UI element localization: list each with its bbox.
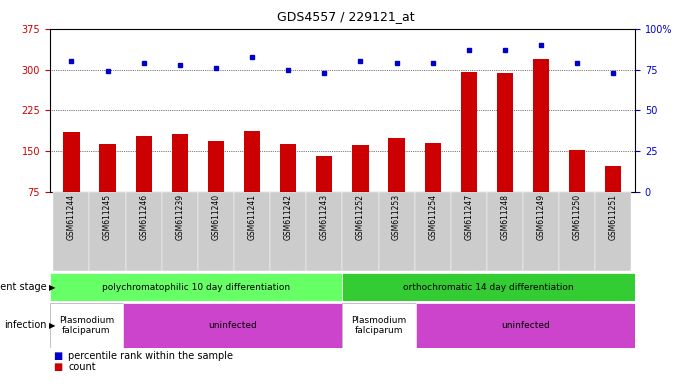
Text: polychromatophilic 10 day differentiation: polychromatophilic 10 day differentiatio… bbox=[102, 283, 290, 291]
Text: GSM611242: GSM611242 bbox=[284, 194, 293, 240]
Text: GSM611240: GSM611240 bbox=[211, 194, 220, 240]
Bar bbox=[280, 144, 296, 192]
Text: GSM611254: GSM611254 bbox=[428, 194, 437, 240]
Bar bbox=[198, 192, 234, 271]
Bar bbox=[162, 192, 198, 271]
Bar bbox=[171, 134, 188, 192]
Bar bbox=[53, 192, 90, 271]
Bar bbox=[424, 143, 441, 192]
Bar bbox=[234, 192, 270, 271]
Text: GSM611250: GSM611250 bbox=[573, 194, 582, 240]
Text: ▶: ▶ bbox=[49, 283, 55, 291]
Bar bbox=[461, 72, 477, 192]
Bar bbox=[244, 131, 261, 192]
Bar bbox=[343, 303, 415, 348]
Text: GSM611241: GSM611241 bbox=[247, 194, 256, 240]
Bar bbox=[595, 192, 632, 271]
Bar bbox=[497, 73, 513, 192]
Text: count: count bbox=[68, 362, 96, 372]
Bar bbox=[451, 192, 487, 271]
Bar bbox=[559, 192, 595, 271]
Text: GSM611248: GSM611248 bbox=[500, 194, 509, 240]
Text: ▶: ▶ bbox=[49, 321, 55, 330]
Text: GSM611252: GSM611252 bbox=[356, 194, 365, 240]
Text: GSM611251: GSM611251 bbox=[609, 194, 618, 240]
Text: ■: ■ bbox=[53, 351, 62, 361]
Bar bbox=[208, 141, 224, 192]
Bar bbox=[523, 192, 559, 271]
Text: uninfected: uninfected bbox=[208, 321, 257, 330]
Bar bbox=[343, 192, 379, 271]
Bar bbox=[379, 192, 415, 271]
Bar bbox=[415, 303, 635, 348]
Text: ■: ■ bbox=[53, 362, 62, 372]
Text: GSM611249: GSM611249 bbox=[537, 194, 546, 240]
Bar bbox=[316, 156, 332, 192]
Bar bbox=[352, 145, 368, 192]
Bar bbox=[306, 192, 343, 271]
Bar bbox=[100, 144, 115, 192]
Bar bbox=[90, 192, 126, 271]
Bar bbox=[533, 59, 549, 192]
Bar bbox=[270, 192, 306, 271]
Bar bbox=[605, 166, 621, 192]
Bar bbox=[343, 273, 635, 301]
Bar bbox=[123, 303, 343, 348]
Bar bbox=[569, 150, 585, 192]
Bar bbox=[64, 132, 79, 192]
Bar bbox=[126, 192, 162, 271]
Bar bbox=[50, 303, 123, 348]
Text: GSM611239: GSM611239 bbox=[176, 194, 184, 240]
Text: development stage: development stage bbox=[0, 282, 46, 292]
Text: GSM611244: GSM611244 bbox=[67, 194, 76, 240]
Text: GSM611245: GSM611245 bbox=[103, 194, 112, 240]
Text: infection: infection bbox=[3, 320, 46, 331]
Bar bbox=[135, 136, 152, 192]
Bar bbox=[388, 137, 405, 192]
Bar bbox=[415, 192, 451, 271]
Bar bbox=[50, 273, 343, 301]
Text: Plasmodium
falciparum: Plasmodium falciparum bbox=[351, 316, 406, 335]
Text: GSM611246: GSM611246 bbox=[139, 194, 148, 240]
Text: uninfected: uninfected bbox=[501, 321, 549, 330]
Text: GDS4557 / 229121_at: GDS4557 / 229121_at bbox=[276, 10, 415, 23]
Text: Plasmodium
falciparum: Plasmodium falciparum bbox=[59, 316, 114, 335]
Text: GSM611243: GSM611243 bbox=[320, 194, 329, 240]
Text: percentile rank within the sample: percentile rank within the sample bbox=[68, 351, 234, 361]
Text: GSM611247: GSM611247 bbox=[464, 194, 473, 240]
Text: GSM611253: GSM611253 bbox=[392, 194, 401, 240]
Text: orthochromatic 14 day differentiation: orthochromatic 14 day differentiation bbox=[404, 283, 574, 291]
Bar bbox=[487, 192, 523, 271]
